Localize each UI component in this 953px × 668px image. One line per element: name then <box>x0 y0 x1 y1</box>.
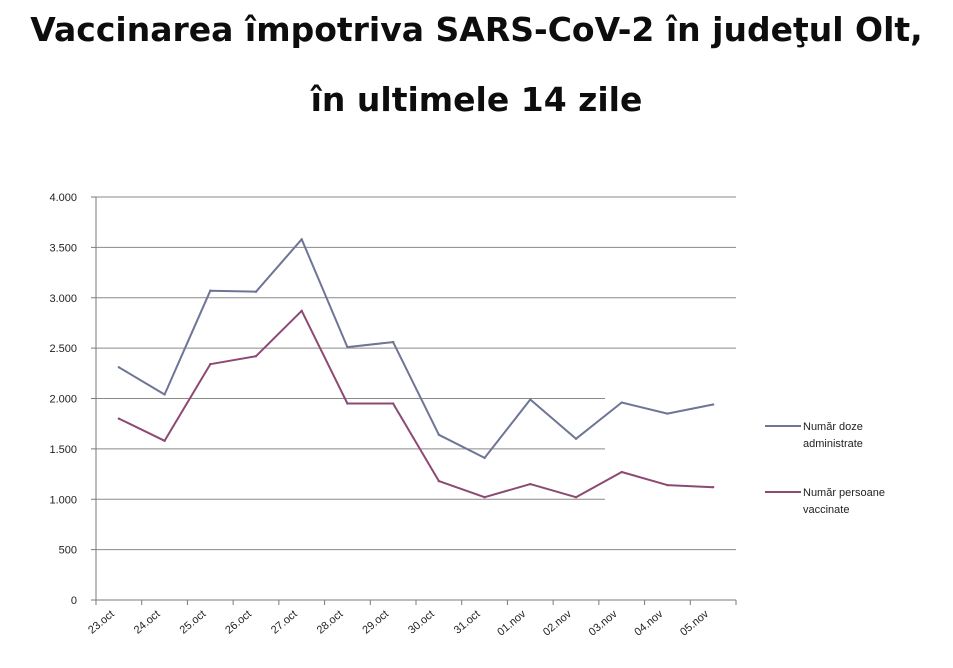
series-2-point <box>346 402 349 405</box>
y-tick-label: 3.000 <box>49 293 77 305</box>
series-1-point <box>346 345 349 349</box>
x-tick-label: 27.oct <box>269 608 300 636</box>
x-tick-label: 02.nov <box>541 608 574 639</box>
series-2-point <box>209 363 212 366</box>
series-1-point <box>529 398 532 401</box>
series-1-point <box>163 393 166 396</box>
legend-label-2-line-2: vaccinate <box>803 504 849 516</box>
series-2-point <box>620 470 623 474</box>
series-2-point <box>711 485 715 489</box>
chart-title: Vaccinarea împotriva SARS-CoV-2 în judeţ… <box>0 10 953 120</box>
series-2-point <box>574 496 578 499</box>
y-tick-label: 500 <box>59 545 77 557</box>
series-1-point <box>437 433 441 436</box>
series-line-2 <box>118 309 714 499</box>
y-tick-label: 1.500 <box>49 444 77 456</box>
series-1-point <box>620 401 623 404</box>
y-tick-label: 1.000 <box>49 494 77 506</box>
x-tick-label: 03.nov <box>587 608 620 639</box>
series-1-point <box>666 412 669 415</box>
series-1-point <box>300 238 303 241</box>
x-tick-label: 04.nov <box>632 608 665 639</box>
y-tick-label: 3.500 <box>49 242 77 254</box>
x-tick-label: 05.nov <box>678 608 711 639</box>
chart-title-line-2: în ultimele 14 zile <box>310 80 643 119</box>
x-tick-label: 23.oct <box>86 608 117 636</box>
chart-title-line-1: Vaccinarea împotriva SARS-CoV-2 în judeţ… <box>30 10 923 49</box>
series-1-point <box>483 456 486 460</box>
series-2-point <box>254 354 258 358</box>
x-tick-label: 26.oct <box>223 608 254 636</box>
series-1-point <box>117 366 121 369</box>
x-tick-label: 25.oct <box>178 608 209 636</box>
series-2-point <box>483 496 486 499</box>
y-tick-label: 2.500 <box>49 343 77 355</box>
series-2-point <box>529 482 532 486</box>
x-tick-label: 31.oct <box>452 608 483 636</box>
series-2-point <box>437 479 441 483</box>
series-1-point <box>209 289 212 292</box>
legend-label-2-line-1: Număr persoane <box>803 487 885 499</box>
series-1-point <box>391 340 395 344</box>
y-tick-label: 4.000 <box>49 192 77 204</box>
series-2-point <box>666 483 669 487</box>
series-2-point <box>163 439 166 443</box>
series-2-point <box>391 402 395 405</box>
series-1-point <box>711 403 715 406</box>
x-tick-label: 01.nov <box>495 608 528 639</box>
legend-label-1-line-1: Număr doze <box>803 421 863 433</box>
legend-label-1-line-2: administrate <box>803 438 863 450</box>
x-tick-label: 24.oct <box>132 608 163 636</box>
x-tick-label: 30.oct <box>406 608 437 636</box>
series-2-point <box>117 417 121 420</box>
y-tick-label: 2.000 <box>49 394 77 406</box>
series-2-point <box>300 309 303 313</box>
x-tick-label: 28.oct <box>315 608 346 636</box>
series-1-point <box>254 290 258 293</box>
series-line-1 <box>118 238 714 459</box>
y-tick-label: 0 <box>71 595 77 607</box>
series-1-point <box>574 437 578 440</box>
x-tick-label: 29.oct <box>360 608 391 636</box>
